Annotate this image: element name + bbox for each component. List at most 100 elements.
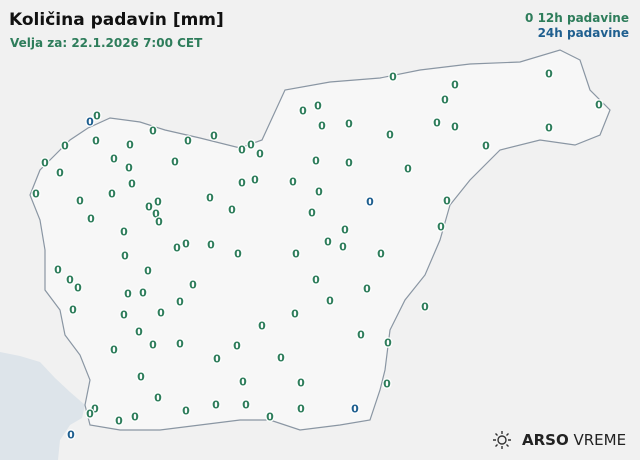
station-12h-value[interactable]: 0	[323, 234, 334, 250]
station-12h-value[interactable]: 0	[138, 285, 149, 301]
station-12h-value[interactable]: 0	[265, 409, 276, 425]
station-12h-value[interactable]: 0	[31, 186, 42, 202]
station-12h-value[interactable]: 0	[136, 369, 147, 385]
station-12h-value[interactable]: 0	[107, 186, 118, 202]
station-12h-value[interactable]: 0	[388, 69, 399, 85]
station-12h-value[interactable]: 0	[356, 327, 367, 343]
station-12h-value[interactable]: 0	[86, 211, 97, 227]
station-12h-value[interactable]: 0	[338, 239, 349, 255]
station-12h-value[interactable]: 0	[255, 146, 266, 162]
station-12h-value[interactable]: 0	[212, 351, 223, 367]
station-12h-value[interactable]: 0	[544, 66, 555, 82]
station-12h-value[interactable]: 0	[403, 161, 414, 177]
station-12h-value[interactable]: 0	[344, 116, 355, 132]
station-12h-value[interactable]: 0	[154, 214, 165, 230]
legend-12h[interactable]: 0 12h padavine	[525, 11, 629, 26]
station-12h-value[interactable]: 0	[181, 403, 192, 419]
station-12h-value[interactable]: 0	[362, 281, 373, 297]
station-12h-value[interactable]: 0	[237, 175, 248, 191]
station-12h-value[interactable]: 0	[183, 133, 194, 149]
station-24h-value[interactable]: 0	[85, 114, 96, 130]
station-12h-value[interactable]: 0	[40, 155, 51, 171]
station-12h-value[interactable]: 0	[144, 199, 155, 215]
station-12h-value[interactable]: 0	[432, 115, 443, 131]
legend-24h[interactable]: 24h padavine	[525, 26, 629, 41]
station-12h-value[interactable]: 0	[181, 236, 192, 252]
station-12h-value[interactable]: 0	[237, 142, 248, 158]
station-12h-value[interactable]: 0	[134, 324, 145, 340]
station-12h-value[interactable]: 0	[172, 240, 183, 256]
station-24h-value[interactable]: 0	[350, 401, 361, 417]
station-12h-value[interactable]: 0	[75, 193, 86, 209]
station-12h-value[interactable]: 0	[123, 286, 134, 302]
station-12h-value[interactable]: 0	[148, 123, 159, 139]
station-24h-value[interactable]: 0	[365, 194, 376, 210]
station-12h-value[interactable]: 0	[153, 194, 164, 210]
station-12h-value[interactable]: 0	[156, 305, 167, 321]
station-12h-value[interactable]: 0	[296, 401, 307, 417]
station-12h-value[interactable]: 0	[314, 184, 325, 200]
station-12h-value[interactable]: 0	[68, 302, 79, 318]
station-12h-value[interactable]: 0	[385, 127, 396, 143]
station-12h-value[interactable]: 0	[544, 120, 555, 136]
station-12h-value[interactable]: 0	[124, 160, 135, 176]
station-12h-value[interactable]: 0	[450, 119, 461, 135]
station-12h-value[interactable]: 0	[119, 307, 130, 323]
station-12h-value[interactable]: 0	[420, 299, 431, 315]
station-12h-value[interactable]: 0	[311, 153, 322, 169]
arso-logo[interactable]: ARSO VREME	[492, 430, 626, 450]
station-12h-value[interactable]: 0	[127, 176, 138, 192]
station-12h-value[interactable]: 0	[227, 202, 238, 218]
station-12h-value[interactable]: 0	[594, 97, 605, 113]
station-12h-value[interactable]: 0	[325, 293, 336, 309]
station-12h-value[interactable]: 0	[205, 190, 216, 206]
station-12h-value[interactable]: 0	[90, 401, 101, 417]
station-12h-value[interactable]: 0	[55, 165, 66, 181]
station-12h-value[interactable]: 0	[311, 272, 322, 288]
station-12h-value[interactable]: 0	[114, 413, 125, 429]
station-12h-value[interactable]: 0	[298, 103, 309, 119]
station-12h-value[interactable]: 0	[130, 409, 141, 425]
station-12h-value[interactable]: 0	[382, 376, 393, 392]
station-12h-value[interactable]: 0	[143, 263, 154, 279]
station-12h-value[interactable]: 0	[65, 272, 76, 288]
station-12h-value[interactable]: 0	[188, 277, 199, 293]
station-12h-value[interactable]: 0	[376, 246, 387, 262]
station-12h-value[interactable]: 0	[73, 280, 84, 296]
station-12h-value[interactable]: 0	[211, 397, 222, 413]
station-12h-value[interactable]: 0	[206, 237, 217, 253]
station-12h-value[interactable]: 0	[53, 262, 64, 278]
station-12h-value[interactable]: 0	[119, 224, 130, 240]
station-12h-value[interactable]: 0	[288, 174, 299, 190]
station-12h-value[interactable]: 0	[175, 336, 186, 352]
station-12h-value[interactable]: 0	[238, 374, 249, 390]
station-12h-value[interactable]: 0	[125, 137, 136, 153]
station-12h-value[interactable]: 0	[257, 318, 268, 334]
station-12h-value[interactable]: 0	[296, 375, 307, 391]
station-12h-value[interactable]: 0	[91, 133, 102, 149]
station-12h-value[interactable]: 0	[246, 137, 257, 153]
station-12h-value[interactable]: 0	[209, 128, 220, 144]
station-12h-value[interactable]: 0	[85, 406, 96, 422]
station-12h-value[interactable]: 0	[148, 337, 159, 353]
station-12h-value[interactable]: 0	[313, 98, 324, 114]
station-12h-value[interactable]: 0	[276, 350, 287, 366]
station-12h-value[interactable]: 0	[307, 205, 318, 221]
station-12h-value[interactable]: 0	[442, 193, 453, 209]
station-12h-value[interactable]: 0	[153, 390, 164, 406]
station-12h-value[interactable]: 0	[481, 138, 492, 154]
station-12h-value[interactable]: 0	[60, 138, 71, 154]
station-12h-value[interactable]: 0	[250, 172, 261, 188]
station-12h-value[interactable]: 0	[92, 108, 103, 124]
station-12h-value[interactable]: 0	[233, 246, 244, 262]
station-12h-value[interactable]: 0	[436, 219, 447, 235]
station-12h-value[interactable]: 0	[317, 118, 328, 134]
station-12h-value[interactable]: 0	[151, 206, 162, 222]
station-12h-value[interactable]: 0	[290, 306, 301, 322]
station-12h-value[interactable]: 0	[450, 77, 461, 93]
station-12h-value[interactable]: 0	[120, 248, 131, 264]
station-12h-value[interactable]: 0	[440, 92, 451, 108]
station-24h-value[interactable]: 0	[66, 427, 77, 443]
station-12h-value[interactable]: 0	[170, 154, 181, 170]
